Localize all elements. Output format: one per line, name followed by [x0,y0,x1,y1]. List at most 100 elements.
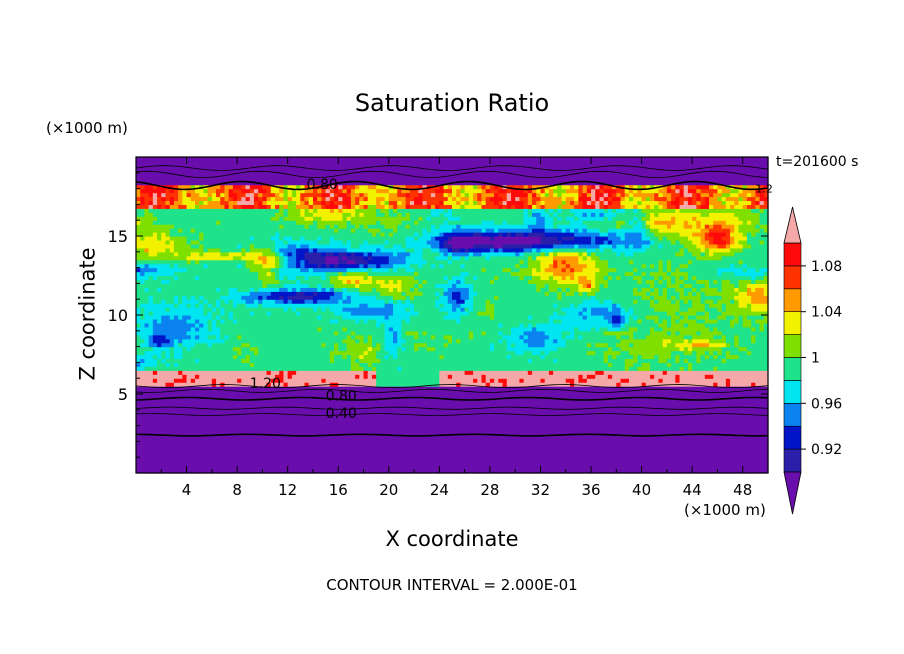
heatmap-cell [144,366,150,371]
heatmap-cell [266,212,272,217]
heatmap-cell [338,354,344,360]
heatmap-cell [308,176,314,182]
heatmap-cell [203,354,209,360]
heatmap-cell [338,346,344,352]
heatmap-cell [182,243,188,249]
heatmap-cell [312,366,318,371]
heatmap-cell [325,417,331,423]
heatmap-cell [270,287,276,292]
heatmap-cell [393,287,398,292]
heatmap-cell [165,295,171,300]
heatmap-cell [211,413,217,419]
heatmap-cell [178,271,183,277]
heatmap-cell [216,232,221,237]
heatmap-cell [228,160,234,166]
heatmap-cell [203,382,209,387]
heatmap-cell [300,421,306,427]
heatmap-cell [270,413,276,419]
heatmap-cell [161,397,167,403]
heatmap-cell [359,291,365,296]
heatmap-cell [338,255,344,261]
heatmap-cell [152,212,158,217]
heatmap-cell [350,322,356,328]
heatmap-cell [262,405,268,411]
heatmap-cell [136,247,141,253]
heatmap-cell [203,413,209,419]
heatmap-cell [346,295,352,300]
heatmap-cell [253,322,259,328]
heatmap-cell [384,216,390,221]
heatmap-cell [275,461,280,466]
heatmap-cell [237,271,242,277]
heatmap-cell [367,157,373,162]
heatmap-cell [270,279,276,284]
heatmap-cell [346,303,352,308]
heatmap-cell [275,157,280,162]
heatmap-cell [275,441,280,446]
heatmap-cell [178,315,183,320]
heatmap-cell [173,346,179,352]
heatmap-cell [190,263,196,269]
heatmap-cell [325,397,331,403]
heatmap-cell [266,172,272,178]
heatmap-cell [380,255,386,261]
heatmap-cell [338,188,344,194]
heatmap-cell [287,232,293,237]
heatmap-cell [203,295,209,300]
heatmap-cell [279,429,285,435]
heatmap-cell [241,469,247,474]
heatmap-cell [178,216,183,221]
heatmap-cell [393,334,398,340]
heatmap-cell [266,216,272,221]
heatmap-cell [253,204,259,209]
heatmap-cell [245,220,251,225]
heatmap-cell [355,224,360,229]
heatmap-cell [350,315,356,320]
heatmap-cell [211,457,217,462]
heatmap-cell [359,405,365,411]
heatmap-cell [270,378,276,383]
heatmap-cell [211,394,217,399]
heatmap-cell [363,279,369,284]
heatmap-cell [388,311,394,316]
heatmap-cell [329,243,335,249]
heatmap-cell [253,232,259,237]
heatmap-cell [355,449,360,454]
heatmap-cell [363,192,369,198]
heatmap-cell [325,354,331,360]
heatmap-cell [300,255,306,261]
heatmap-cell [199,362,205,367]
heatmap-cell [325,445,331,450]
heatmap-cell [384,421,390,427]
heatmap-cell [237,362,242,367]
heatmap-cell [388,354,394,360]
heatmap-cell [287,307,293,312]
heatmap-cell [342,326,348,332]
heatmap-cell [346,457,352,462]
heatmap-cell [186,160,192,166]
heatmap-cell [220,303,226,308]
heatmap-cell [266,366,272,371]
heatmap-cell [190,216,196,221]
heatmap-cell [321,322,327,328]
heatmap-cell [220,176,226,182]
heatmap-cell [350,421,356,427]
heatmap-cell [148,397,154,403]
heatmap-cell [321,437,327,442]
heatmap-cell [355,429,360,435]
heatmap-cell [371,457,377,462]
heatmap-cell [194,449,200,454]
heatmap-cell [216,334,221,340]
heatmap-cell [161,192,167,198]
heatmap-cell [144,295,150,300]
heatmap-cell [338,208,344,213]
heatmap-cell [186,421,192,427]
heatmap-cell [317,200,322,205]
heatmap-cell [136,224,141,229]
heatmap-cell [367,311,373,316]
heatmap-cell [346,382,352,387]
heatmap-cell [384,358,390,363]
heatmap-cell [249,196,255,202]
heatmap-cell [148,251,154,257]
heatmap-cell [283,362,289,367]
